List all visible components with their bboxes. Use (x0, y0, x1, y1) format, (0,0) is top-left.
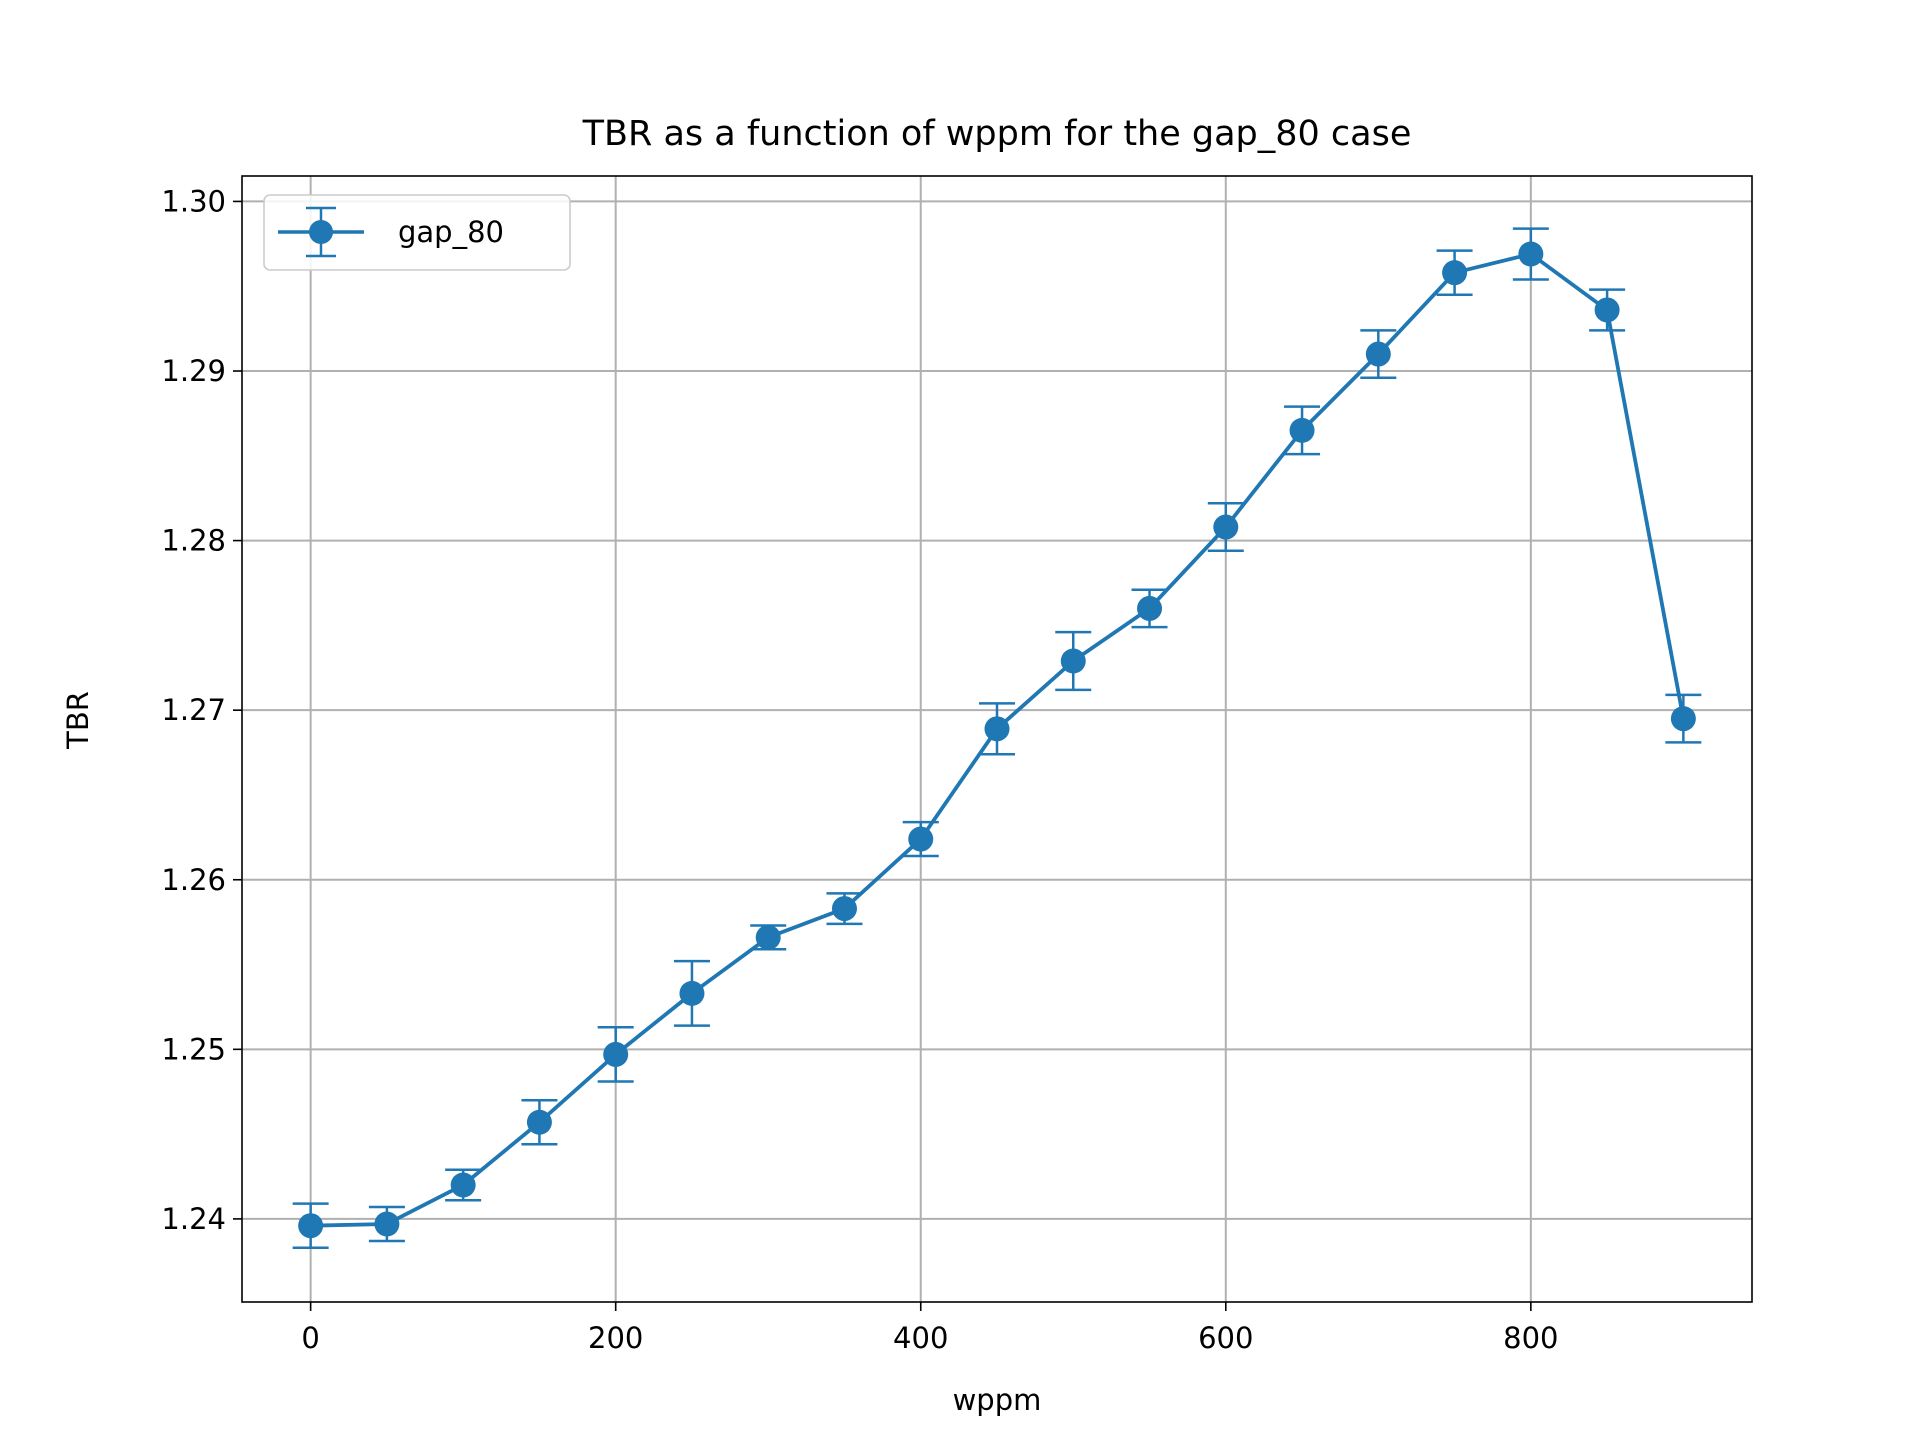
data-point (679, 980, 705, 1006)
data-point (526, 1109, 552, 1135)
legend-box (263, 194, 571, 271)
data-point (1289, 417, 1315, 443)
legend-marker (278, 206, 364, 258)
data-point (450, 1172, 476, 1198)
data-point (374, 1211, 400, 1237)
data-point (1137, 595, 1163, 621)
data-point (1442, 260, 1468, 286)
axis-ticks: 0 200 400 600 800 1.24 1.25 1.26 1.27 1.28 1.29 1.3… (161, 184, 1558, 1355)
y-axis-label: TBR (61, 691, 95, 750)
x-axis-label: wppm (953, 1383, 1042, 1417)
data-point (603, 1041, 629, 1067)
grid-lines (242, 176, 1752, 1302)
data-point (908, 826, 934, 852)
plot-frame (241, 175, 1753, 1303)
x-tick-label: 400 (893, 1321, 948, 1355)
y-tick-label: 1.24 (161, 1202, 226, 1236)
data-point (755, 924, 781, 950)
data-point (1518, 241, 1544, 267)
data-point (1670, 706, 1696, 732)
legend: gap_80 (263, 194, 571, 271)
y-tick-label: 1.25 (161, 1032, 226, 1066)
series-layer (292, 227, 1702, 1249)
x-tick-label: 800 (1503, 1321, 1558, 1355)
y-tick-label: 1.26 (161, 863, 226, 897)
data-point (984, 716, 1010, 742)
chart-title: TBR as a function of wppm for the gap_80… (582, 114, 1412, 154)
y-tick-label: 1.30 (161, 184, 226, 218)
data-point (831, 896, 857, 922)
data-point (1060, 648, 1086, 674)
y-tick-label: 1.27 (161, 693, 226, 727)
data-point (1213, 514, 1239, 540)
data-point (1365, 341, 1391, 367)
x-tick-label: 0 (301, 1321, 319, 1355)
y-tick-label: 1.29 (161, 354, 226, 388)
y-tick-label: 1.28 (161, 524, 226, 558)
legend-label-gap-80: gap_80 (398, 215, 504, 249)
data-point (298, 1213, 324, 1239)
x-tick-label: 200 (588, 1321, 643, 1355)
x-tick-label: 600 (1198, 1321, 1253, 1355)
data-point (1594, 297, 1620, 323)
